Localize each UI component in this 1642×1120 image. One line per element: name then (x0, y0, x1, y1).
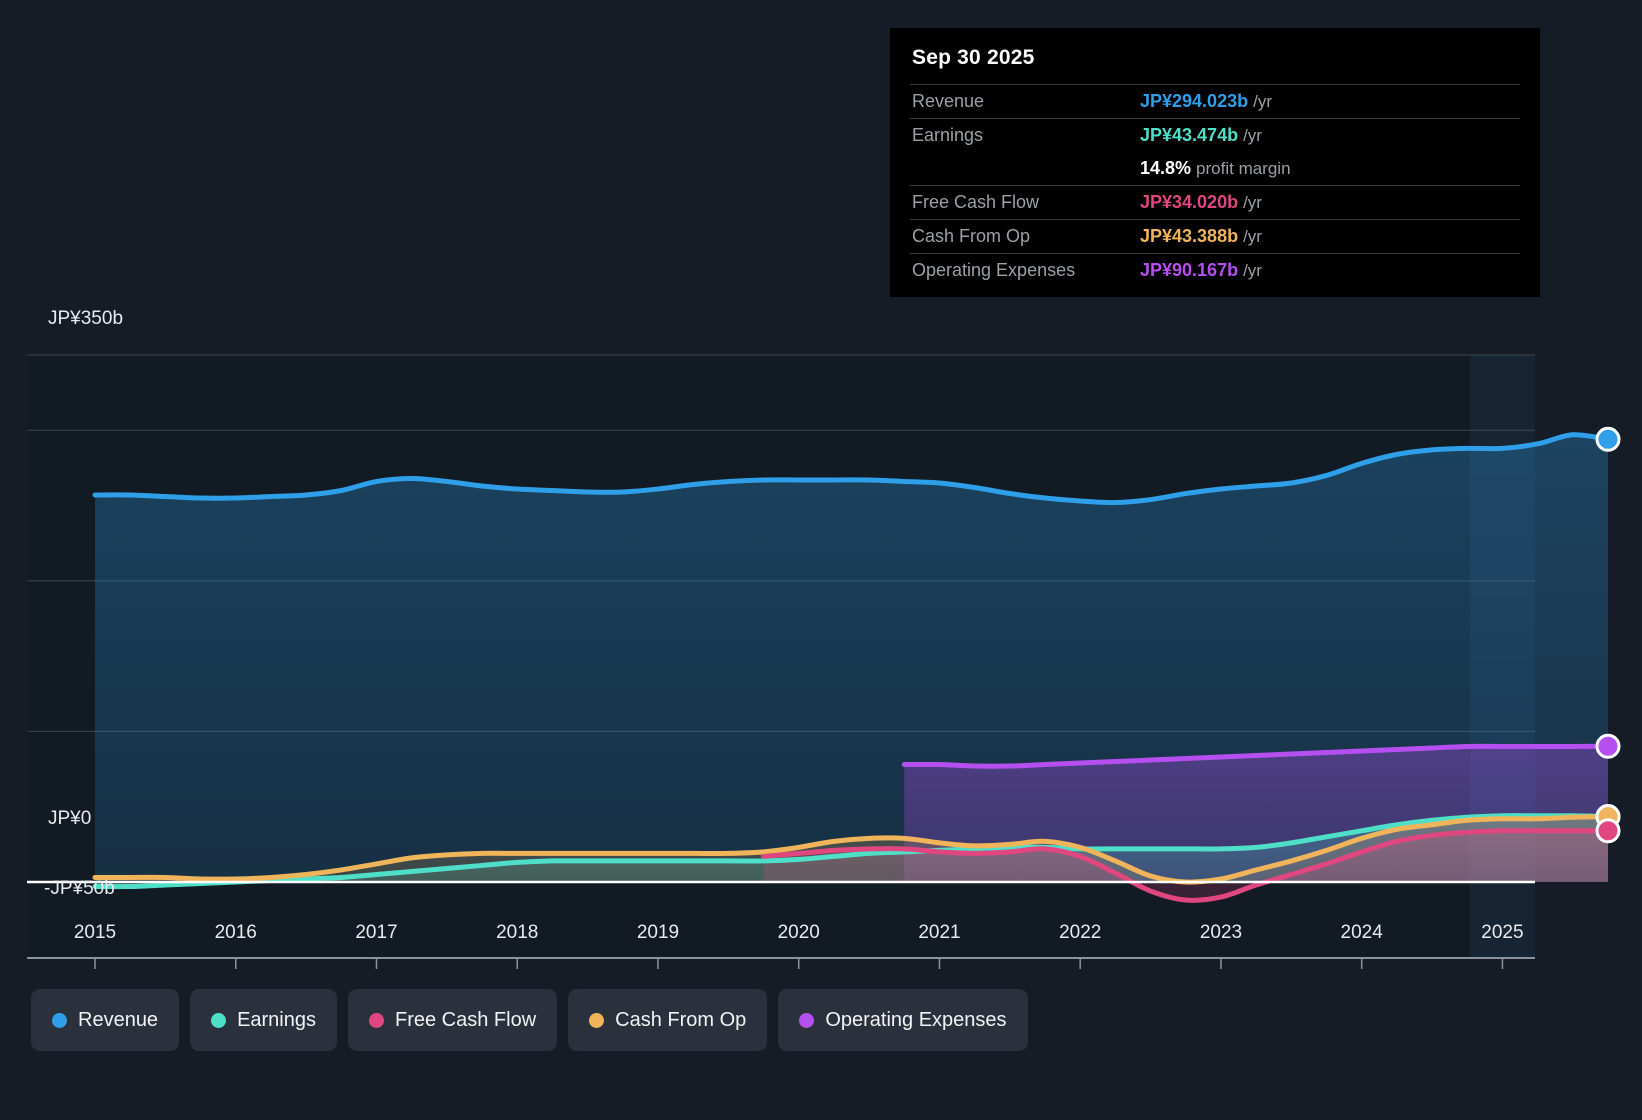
x-axis-tick-2015: 2015 (73, 922, 117, 943)
tooltip-suffix-free-cash-flow: /yr (1243, 193, 1262, 212)
tooltip-suffix-cash-from-op: /yr (1243, 227, 1262, 246)
legend-label: Earnings (237, 1008, 316, 1031)
legend-item-operating-expenses[interactable]: Operating Expenses (778, 989, 1028, 1051)
x-axis-tick-2024: 2024 (1340, 922, 1383, 943)
tooltip-row-cash-from-op: Cash From Op JP¥43.388b /yr (910, 219, 1520, 253)
area-free-cash-flow (763, 830, 1608, 901)
legend-color-dot-icon (589, 1012, 605, 1028)
endpoint-free-cash-flow (1595, 818, 1621, 844)
chart-area: JP¥350b JP¥0 -JP¥50b 2015 2016 2017 2018 201… (0, 300, 1642, 980)
tooltip-value-operating-expenses: JP¥90.167b (1140, 260, 1239, 280)
tooltip-value-revenue: JP¥294.023b (1140, 91, 1249, 111)
tooltip-suffix-operating-expenses: /yr (1243, 261, 1262, 280)
legend-color-dot-icon (799, 1012, 815, 1028)
x-axis-tick-2025: 2025 (1481, 922, 1524, 943)
endpoint-revenue (1595, 426, 1621, 452)
legend-item-revenue[interactable]: Revenue (31, 989, 180, 1051)
tooltip-date: Sep 30 2025 (912, 46, 1035, 69)
legend-item-cash-from-op[interactable]: Cash From Op (568, 989, 768, 1051)
y-axis-label-max: JP¥350b (48, 308, 124, 329)
x-axis-tick-2022: 2022 (1059, 922, 1102, 943)
legend-label: Revenue (78, 1008, 159, 1031)
chart-legend: Revenue Earnings Free Cash Flow Cash From O… (31, 989, 1028, 1051)
tooltip-suffix-profit-margin: profit margin (1196, 159, 1291, 178)
tooltip-label-earnings: Earnings (912, 125, 984, 145)
tooltip-suffix-revenue: /yr (1253, 92, 1272, 111)
chart-canvas (27, 354, 1621, 969)
y-axis-label-min: -JP¥50b (44, 878, 115, 899)
legend-color-dot-icon (52, 1012, 67, 1028)
legend-item-free-cash-flow[interactable]: Free Cash Flow (348, 989, 558, 1051)
data-tooltip: Sep 30 2025 Revenue JP¥294.023b /yr Earn… (890, 28, 1540, 297)
tooltip-label-cash-from-op: Cash From Op (912, 226, 1031, 246)
legend-item-earnings[interactable]: Earnings (190, 989, 337, 1051)
y-axis-label-zero: JP¥0 (48, 808, 92, 829)
tooltip-label-operating-expenses: Operating Expenses (912, 260, 1076, 280)
legend-color-dot-icon (369, 1012, 384, 1028)
tooltip-row-profit-margin: 14.8% profit margin (910, 152, 1520, 185)
tooltip-suffix-earnings: /yr (1243, 126, 1262, 145)
line-earnings (92, 813, 1611, 890)
x-axis-tick-2019: 2019 (636, 922, 680, 943)
tooltip-value-cash-from-op: JP¥43.388b (1140, 226, 1239, 246)
line-free-cash-flow (761, 828, 1611, 903)
tooltip-row-earnings: Earnings JP¥43.474b /yr (910, 118, 1520, 152)
tooltip-row-free-cash-flow: Free Cash Flow JP¥34.020b /yr (910, 185, 1520, 219)
legend-label: Cash From Op (615, 1008, 747, 1031)
x-axis-tick-2021: 2021 (918, 922, 961, 943)
tooltip-label-free-cash-flow: Free Cash Flow (912, 192, 1040, 212)
x-axis-tick-2018: 2018 (496, 922, 539, 943)
tooltip-row-operating-expenses: Operating Expenses JP¥90.167b /yr (910, 253, 1520, 287)
legend-color-dot-icon (211, 1012, 227, 1028)
x-axis-tick-2020: 2020 (777, 922, 820, 943)
x-axis-tick-2023: 2023 (1199, 922, 1243, 943)
tooltip-label-revenue: Revenue (912, 91, 985, 111)
tooltip-value-earnings: JP¥43.474b (1140, 125, 1239, 145)
x-axis-tick-2016: 2016 (214, 922, 257, 943)
tooltip-row-revenue: Revenue JP¥294.023b /yr (910, 84, 1520, 118)
legend-label: Free Cash Flow (395, 1008, 537, 1031)
line-revenue (92, 432, 1611, 506)
tooltip-value-free-cash-flow: JP¥34.020b (1140, 192, 1239, 212)
legend-label: Operating Expenses (825, 1008, 1007, 1031)
endpoint-operating-expenses (1595, 733, 1621, 759)
x-axis-tick-2017: 2017 (355, 922, 398, 943)
line-cash-from-op (92, 814, 1611, 885)
line-operating-expenses (901, 743, 1611, 769)
tooltip-value-profit-margin: 14.8% (1140, 158, 1192, 178)
